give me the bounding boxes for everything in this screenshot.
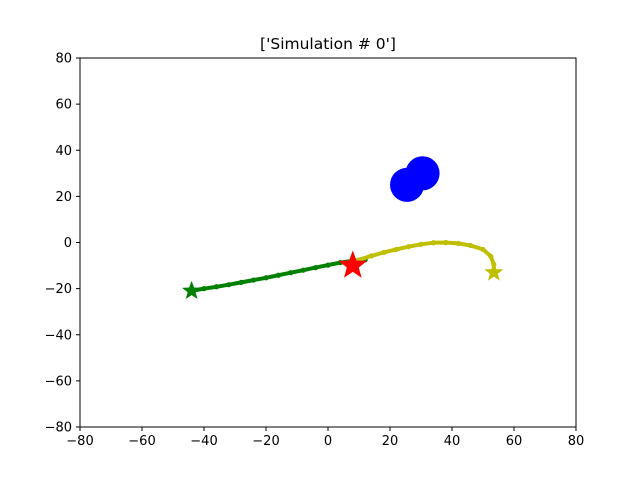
trajectory-point xyxy=(238,279,244,285)
y-tick-label: 0 xyxy=(64,236,72,251)
trajectory-point xyxy=(213,284,219,290)
trajectory-point xyxy=(455,240,461,247)
y-tick-label: −60 xyxy=(45,374,72,389)
y-tick-label: 20 xyxy=(55,190,72,205)
y-tick-label: −40 xyxy=(45,328,72,343)
trajectories-layer xyxy=(189,239,497,294)
axes-frame xyxy=(79,57,577,428)
y-tick-label: −80 xyxy=(45,421,72,436)
trajectory-point xyxy=(468,242,474,249)
x-tick-label: 0 xyxy=(324,434,332,449)
x-tick-label: −80 xyxy=(66,434,93,449)
trajectory-point xyxy=(325,262,331,268)
trajectory-point xyxy=(406,244,412,250)
y-tick-label: 60 xyxy=(55,98,72,113)
trajectory-point xyxy=(430,240,436,246)
star-marker xyxy=(182,280,202,300)
trajectory-point xyxy=(251,277,257,283)
trajectory-point xyxy=(263,275,269,281)
x-tick-label: 20 xyxy=(382,434,399,449)
y-axis: −80 −60 −40 −20 0 20 40 60 80 xyxy=(45,52,80,436)
star-marker xyxy=(484,262,504,281)
trajectory-point xyxy=(480,246,486,253)
y-tick-label: 80 xyxy=(55,52,72,67)
trajectory-point xyxy=(393,246,399,253)
obstacle-circle xyxy=(405,156,440,191)
chart-title: ['Simulation # 0'] xyxy=(260,35,396,53)
x-tick-label: −40 xyxy=(190,434,217,449)
x-tick-label: 40 xyxy=(444,434,461,449)
trajectory-point xyxy=(313,265,319,271)
star-marker xyxy=(338,250,368,278)
y-tick-label: −20 xyxy=(45,282,72,297)
x-tick-label: 60 xyxy=(506,434,523,449)
markers-layer xyxy=(182,156,504,300)
trajectory-point xyxy=(368,253,374,259)
trajectory-point xyxy=(488,253,494,259)
trajectory-point xyxy=(300,267,306,273)
trajectory-point xyxy=(418,241,424,247)
y-tick-label: 40 xyxy=(55,144,72,159)
trajectory-point xyxy=(201,286,207,292)
trajectory-point xyxy=(275,272,281,278)
x-tick-label: 80 xyxy=(568,434,585,449)
trajectory-point xyxy=(443,239,449,246)
x-axis: −80 −60 −40 −20 0 20 40 60 80 xyxy=(66,427,584,449)
x-tick-label: −60 xyxy=(128,434,155,449)
x-tick-label: −20 xyxy=(252,434,279,449)
trajectory-point xyxy=(226,282,232,288)
trajectory-point xyxy=(288,270,294,276)
trajectory-point xyxy=(381,249,387,256)
